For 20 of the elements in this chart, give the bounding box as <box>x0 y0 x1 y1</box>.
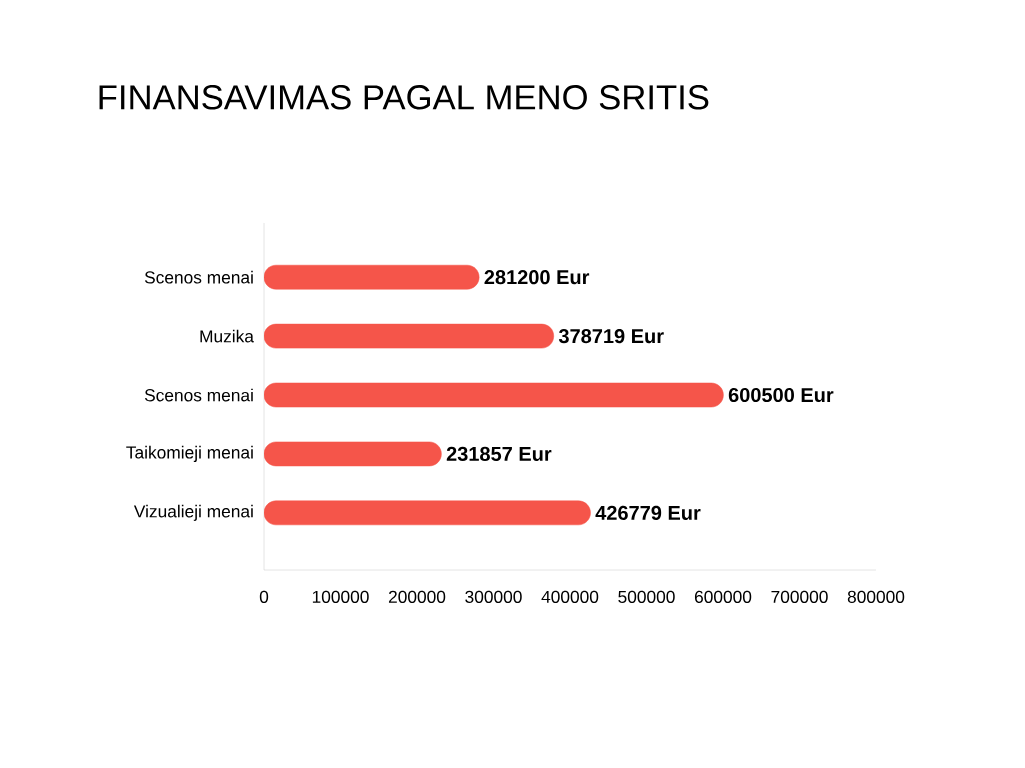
x-tick-label: 0 <box>259 590 269 603</box>
x-tick-label: 300000 <box>465 590 522 603</box>
x-tick-label: 800000 <box>847 590 905 603</box>
x-tick-label: 100000 <box>312 590 369 603</box>
data-label: 378719 Eur <box>558 329 664 344</box>
x-tick-label: 700000 <box>771 590 828 603</box>
x-tick-label: 200000 <box>388 590 446 603</box>
y-tick-label: Vizualieji menai <box>133 504 253 521</box>
data-label: 600500 Eur <box>728 387 834 403</box>
data-label: 231857 Eur <box>446 446 552 462</box>
x-tick-label: 400000 <box>541 590 599 603</box>
data-label: 281200 Eur <box>484 270 590 285</box>
data-label: 426779 Eur <box>595 505 701 520</box>
x-tick-label: 500000 <box>618 590 675 603</box>
y-tick-label: Scenos menai <box>144 388 253 402</box>
x-tick-label: 600000 <box>694 590 752 603</box>
y-tick-label: Scenos menai <box>144 270 253 284</box>
chart-title: FINANSAVIMAS PAGAL MENO SRITIS <box>99 85 709 110</box>
y-tick-label: Taikomieji menai <box>126 445 253 463</box>
y-tick-label: Muzika <box>200 329 254 343</box>
